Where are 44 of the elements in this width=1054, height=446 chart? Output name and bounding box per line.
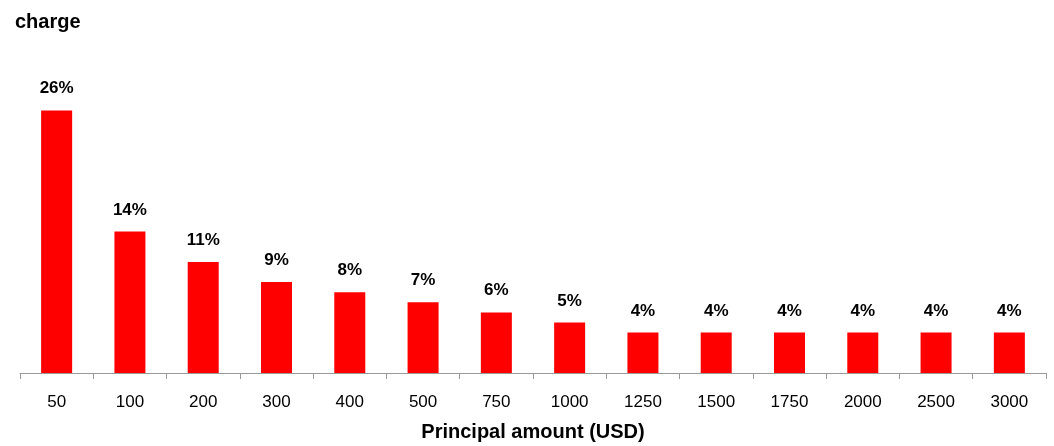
bar xyxy=(627,332,659,373)
x-tick-label: 1000 xyxy=(550,392,589,411)
data-label: 4% xyxy=(997,300,1022,320)
data-label: 6% xyxy=(484,280,509,300)
data-label: 11% xyxy=(186,229,220,249)
bar xyxy=(554,322,586,373)
x-tick-label: 2000 xyxy=(843,392,882,411)
bar xyxy=(41,110,73,373)
x-tick-label: 500 xyxy=(408,392,438,411)
bar xyxy=(920,332,952,373)
bar xyxy=(114,231,146,373)
bar xyxy=(187,261,219,373)
x-tick-label: 200 xyxy=(189,392,218,411)
bar xyxy=(700,332,732,373)
bar xyxy=(480,312,512,373)
bar xyxy=(334,292,366,373)
y-axis-title: charge xyxy=(15,10,81,32)
x-tick-label: 100 xyxy=(115,392,145,411)
bar xyxy=(993,332,1025,373)
bar xyxy=(261,282,292,373)
x-tick-label: 1750 xyxy=(770,392,809,411)
data-label: 4% xyxy=(923,300,949,320)
bar xyxy=(847,332,879,373)
x-tick-label: 750 xyxy=(482,392,511,411)
x-tick-label: 300 xyxy=(262,392,291,411)
data-label: 9% xyxy=(264,250,289,270)
data-label: 4% xyxy=(850,300,876,320)
x-tick-label: 50 xyxy=(47,392,67,411)
x-tick-label: 1250 xyxy=(624,392,662,411)
data-label: 5% xyxy=(557,290,582,310)
data-label: 4% xyxy=(703,300,729,320)
data-label: 8% xyxy=(337,260,363,280)
bar xyxy=(774,332,805,373)
data-label: 7% xyxy=(410,270,436,290)
x-tick-label: 400 xyxy=(335,392,364,411)
x-tick-label: 3000 xyxy=(990,392,1029,411)
data-label: 4% xyxy=(777,300,802,320)
bar xyxy=(407,302,439,373)
data-label: 4% xyxy=(630,300,656,320)
data-label: 14% xyxy=(112,199,147,219)
data-label: 26% xyxy=(39,78,74,98)
x-tick-label: 2500 xyxy=(917,392,955,411)
x-axis-title: Principal amount (USD) xyxy=(421,420,645,442)
x-tick-label: 1500 xyxy=(697,392,736,411)
